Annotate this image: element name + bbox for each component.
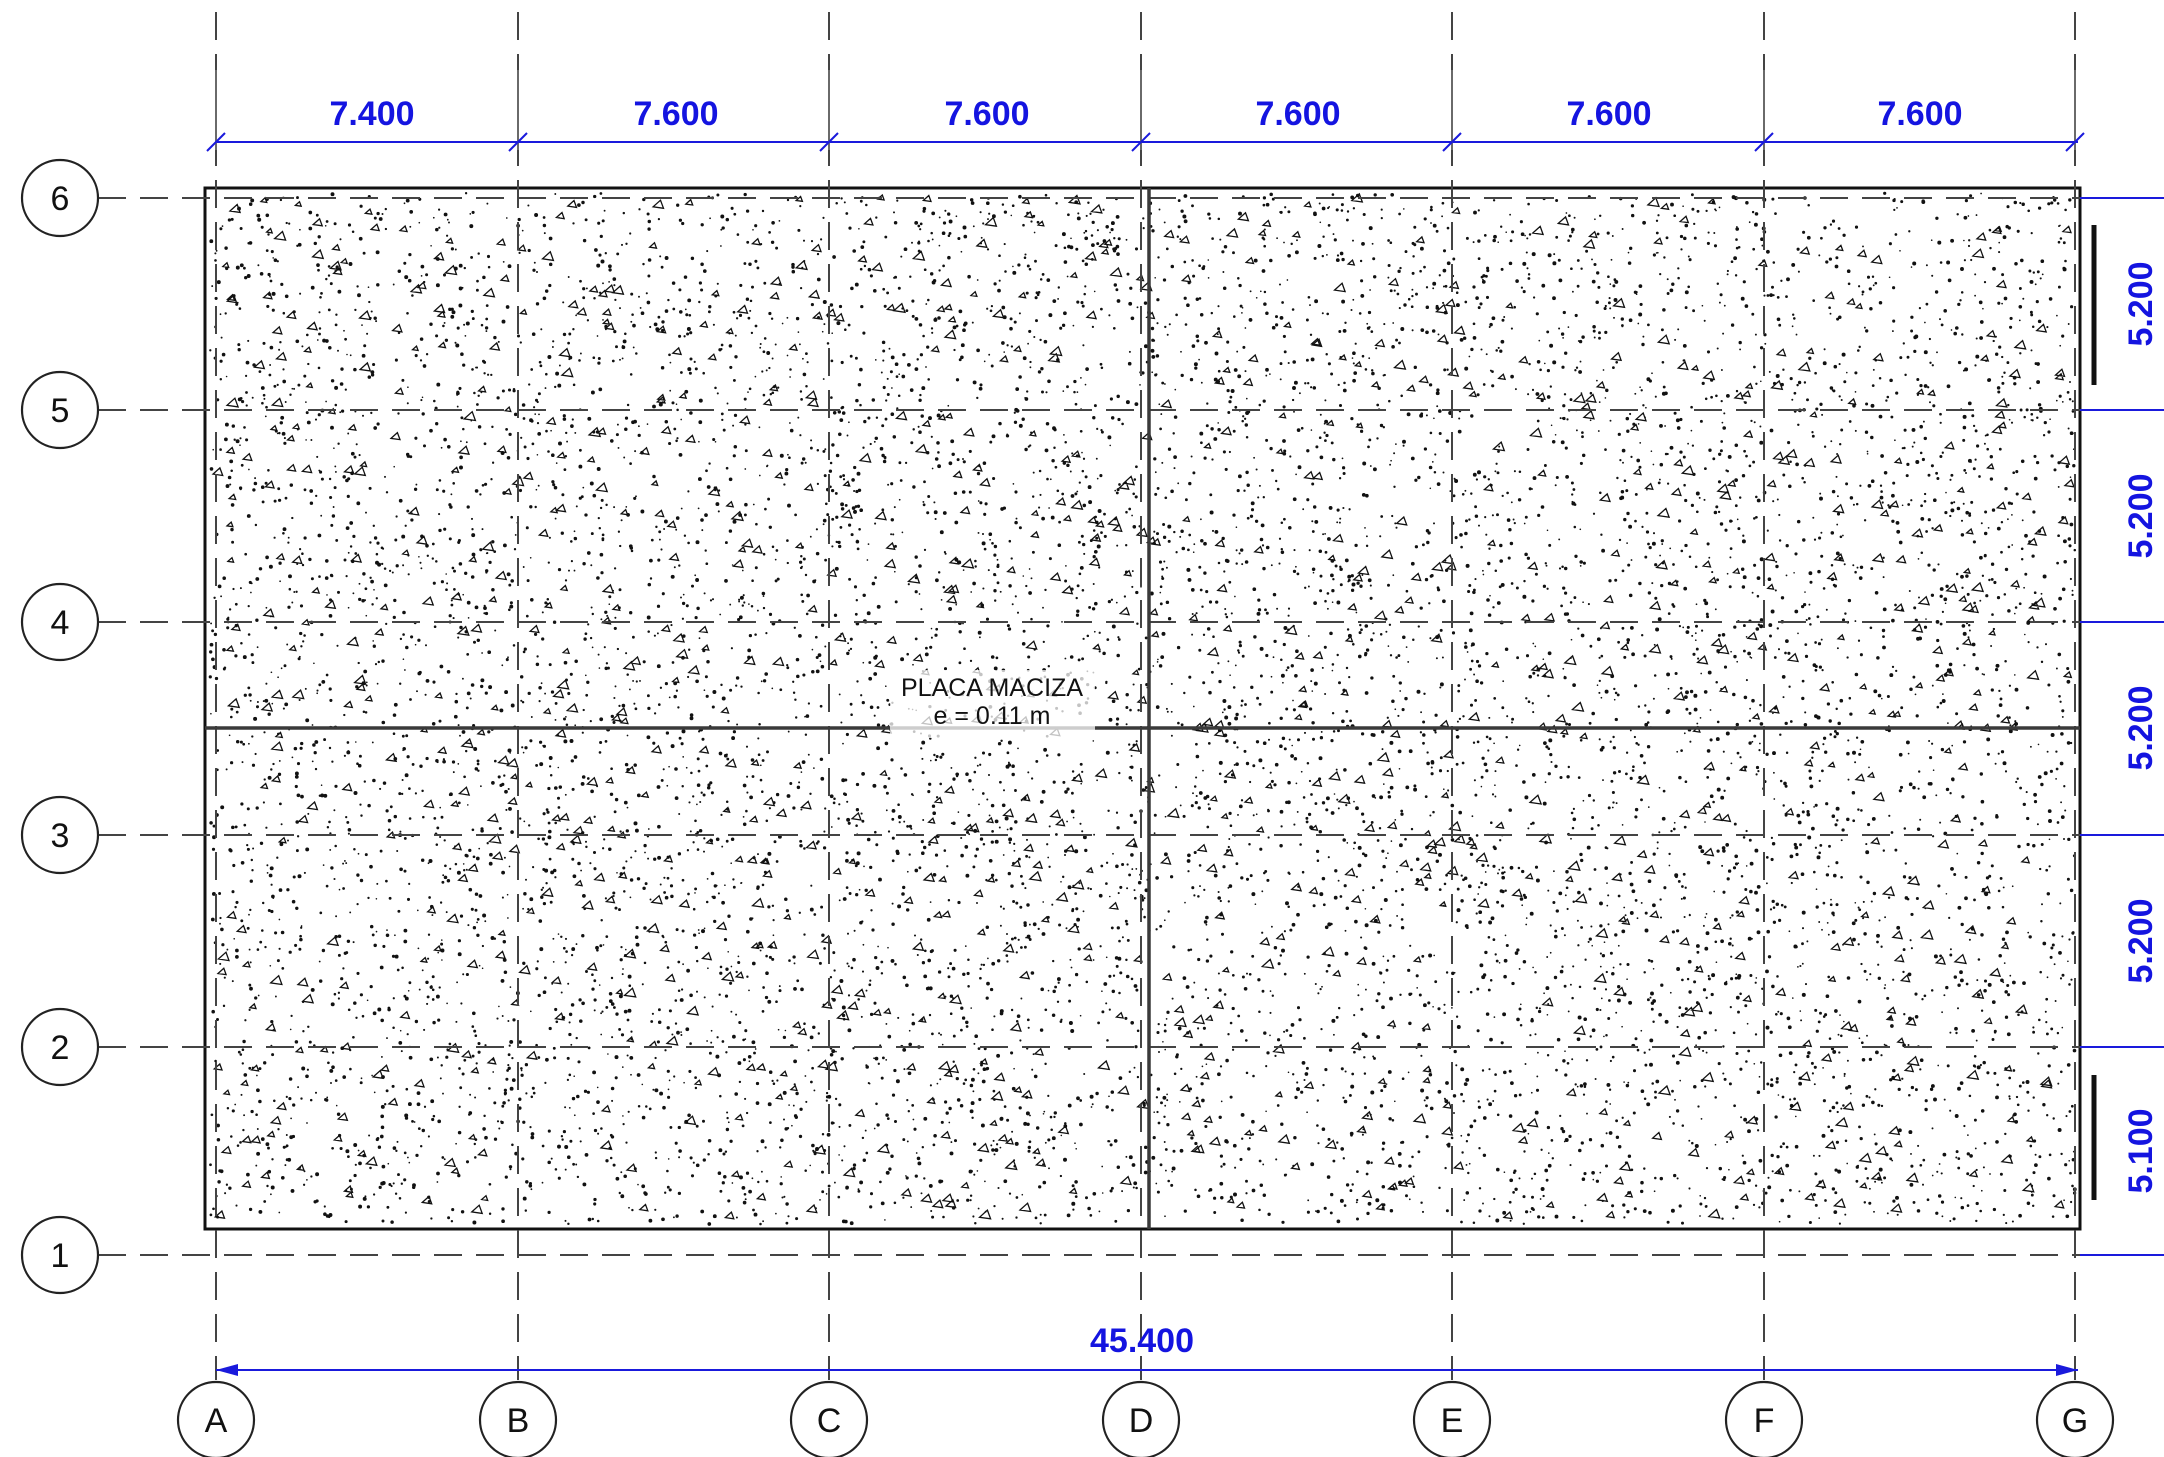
dim-top-1: 7.400 (329, 95, 414, 133)
top-dimension-ticks (206, 70, 2085, 152)
axis-label-3: 3 (51, 817, 70, 855)
axis-label-6: 6 (51, 180, 70, 218)
dim-right-5: 5.200 (2122, 261, 2160, 346)
axis-bubble-3 (20, 795, 100, 875)
slab-label-backdrop (890, 670, 1095, 738)
axis-label-D: D (1129, 1402, 1154, 1440)
axis-bubble-B (478, 1380, 558, 1457)
axis-label-E: E (1441, 1402, 1464, 1440)
axis-bubble-A (176, 1380, 256, 1457)
dim-top-2: 7.600 (633, 95, 718, 133)
bottom-total-dimension: 45.400 (216, 1322, 2078, 1376)
axis-label-A: A (205, 1402, 228, 1440)
dim-right-1: 5.100 (2122, 1108, 2160, 1193)
slab-type-label: PLACA MACIZA (901, 674, 1083, 702)
dim-tick-A (206, 132, 226, 152)
axis-label-B: B (507, 1402, 530, 1440)
concrete-hatch (208, 191, 2077, 1226)
dim-right-4: 5.200 (2122, 473, 2160, 558)
right-dimension-chain: 5.100 5.200 5.200 5.200 5.200 (2080, 197, 2164, 1256)
top-dimension-chain: 7.400 7.600 7.600 7.600 7.600 7.600 (206, 70, 2085, 152)
dim-total: 45.400 (1090, 1322, 1194, 1360)
dim-right-3: 5.200 (2122, 685, 2160, 770)
hatch-aggregate (211, 192, 2075, 1220)
axis-label-4: 4 (51, 604, 70, 642)
dim-top-5: 7.600 (1566, 95, 1651, 133)
dim-tick-B (508, 132, 528, 152)
dim-tick-D (1131, 132, 1151, 152)
axis-label-G: G (2062, 1402, 2088, 1440)
dim-tick-C (819, 132, 839, 152)
axis-label-2: 2 (51, 1029, 70, 1067)
dim-tick-E (1442, 132, 1462, 152)
axis-bubble-1 (20, 1215, 100, 1295)
total-dim-arrow-right (2056, 1364, 2078, 1376)
axis-bubble-F (1724, 1380, 1804, 1457)
dim-tick-F (1754, 132, 1774, 152)
dim-top-6: 7.600 (1877, 95, 1962, 133)
axis-bubble-4 (20, 582, 100, 662)
dim-top-3: 7.600 (944, 95, 1029, 133)
axis-bubble-C (789, 1380, 869, 1457)
axis-bubble-5 (20, 370, 100, 450)
axis-label-C: C (817, 1402, 842, 1440)
slab-outline (203, 186, 2082, 1231)
axis-bubble-6 (20, 158, 100, 238)
total-dim-arrow-left (216, 1364, 238, 1376)
axis-label-5: 5 (51, 392, 70, 430)
dim-right-2: 5.200 (2122, 898, 2160, 983)
axis-bubble-D (1101, 1380, 1181, 1457)
dim-tick-G (2065, 132, 2085, 152)
grid-lines (98, 12, 2080, 1380)
dim-top-4: 7.600 (1255, 95, 1340, 133)
axis-bubble-G (2035, 1380, 2115, 1457)
axis-bubbles-columns: A B C D E F G (176, 1380, 2115, 1457)
slab-label: PLACA MACIZA e = 0.11 m (890, 670, 1095, 738)
axis-label-1: 1 (51, 1237, 70, 1275)
axis-bubble-E (1412, 1380, 1492, 1457)
axis-label-F: F (1754, 1402, 1775, 1440)
axis-bubble-2 (20, 1007, 100, 1087)
slab-thickness-label: e = 0.11 m (934, 702, 1051, 730)
axis-bubbles-rows: 6 5 4 3 2 1 (20, 158, 100, 1295)
